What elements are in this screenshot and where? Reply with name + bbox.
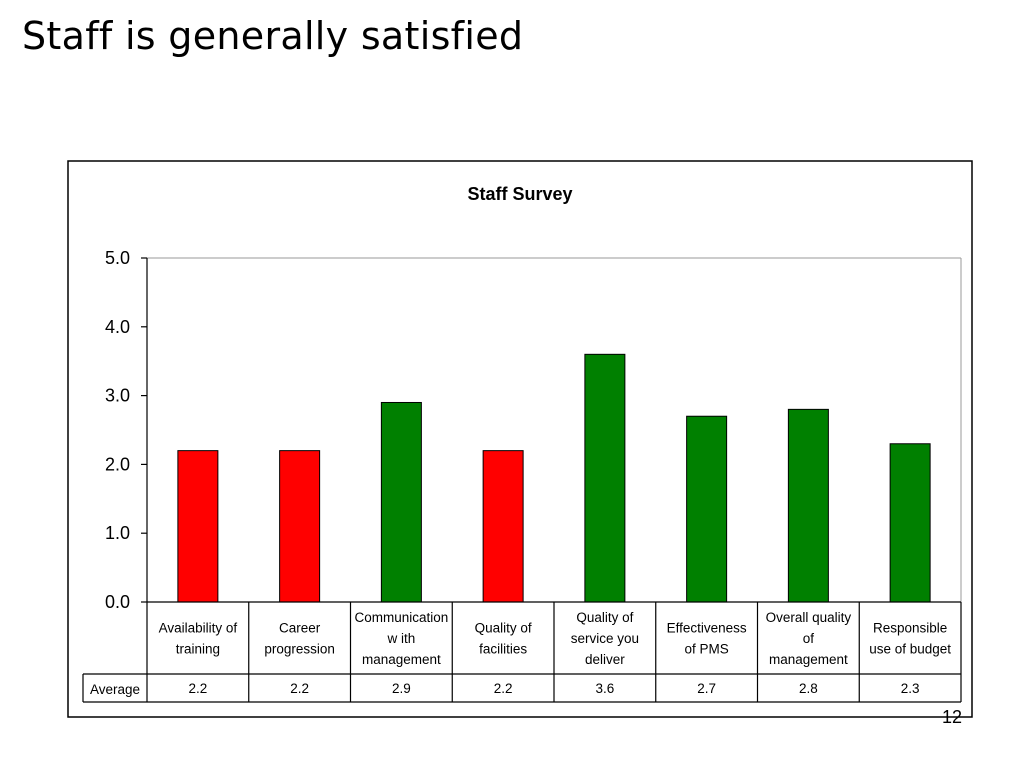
x-category-label: Quality of bbox=[475, 621, 532, 636]
bar bbox=[380, 401, 422, 603]
x-category-label: management bbox=[362, 652, 441, 667]
y-tick-label: 2.0 bbox=[105, 454, 130, 474]
x-category-label: of bbox=[803, 631, 815, 646]
y-tick-label: 0.0 bbox=[105, 592, 130, 612]
y-tick-label: 1.0 bbox=[105, 523, 130, 543]
y-tick-label: 4.0 bbox=[105, 317, 130, 337]
x-category-label: service you bbox=[571, 631, 639, 646]
bar bbox=[177, 450, 219, 603]
x-category-label: Effectiveness bbox=[667, 621, 747, 636]
bar bbox=[686, 415, 728, 603]
x-category-label: use of budget bbox=[869, 642, 951, 657]
x-category-label: progression bbox=[264, 642, 335, 657]
chart-title: Staff Survey bbox=[467, 184, 572, 204]
data-value-label: 2.7 bbox=[697, 681, 716, 696]
x-category-label: Communication bbox=[354, 610, 448, 625]
table-series-name: Average bbox=[90, 682, 140, 697]
data-value-label: 2.2 bbox=[188, 681, 207, 696]
data-value-label: 2.3 bbox=[901, 681, 920, 696]
x-category-label: Responsible bbox=[873, 621, 947, 636]
x-category-label: w ith bbox=[386, 631, 415, 646]
slide-title: Staff is generally satisfied bbox=[22, 14, 524, 58]
data-value-label: 2.9 bbox=[392, 681, 411, 696]
plot-area: 0.0 1.0 2.0 3.0 4.0 5.0 Availability of trainin… bbox=[82, 248, 962, 703]
data-value-label: 2.2 bbox=[290, 681, 309, 696]
x-category-label: training bbox=[176, 642, 220, 657]
x-category-label: facilities bbox=[479, 642, 527, 657]
x-category-label: of PMS bbox=[684, 642, 728, 657]
bar bbox=[482, 450, 524, 603]
x-category-label: Quality of bbox=[576, 610, 633, 625]
x-category-label: Availability of bbox=[159, 621, 238, 636]
bar bbox=[279, 450, 321, 603]
x-category-label: Career bbox=[279, 621, 321, 636]
data-value-label: 3.6 bbox=[595, 681, 614, 696]
data-value-label: 2.2 bbox=[494, 681, 513, 696]
x-category-label: Overall quality bbox=[766, 610, 852, 625]
y-tick-label: 3.0 bbox=[105, 386, 130, 406]
x-category-label: deliver bbox=[585, 652, 625, 667]
bar bbox=[787, 408, 829, 603]
page-number: 12 bbox=[941, 707, 962, 727]
bar bbox=[889, 443, 931, 603]
y-tick-label: 5.0 bbox=[105, 248, 130, 268]
bar bbox=[584, 353, 626, 603]
x-category-label: management bbox=[769, 652, 848, 667]
data-value-label: 2.8 bbox=[799, 681, 818, 696]
